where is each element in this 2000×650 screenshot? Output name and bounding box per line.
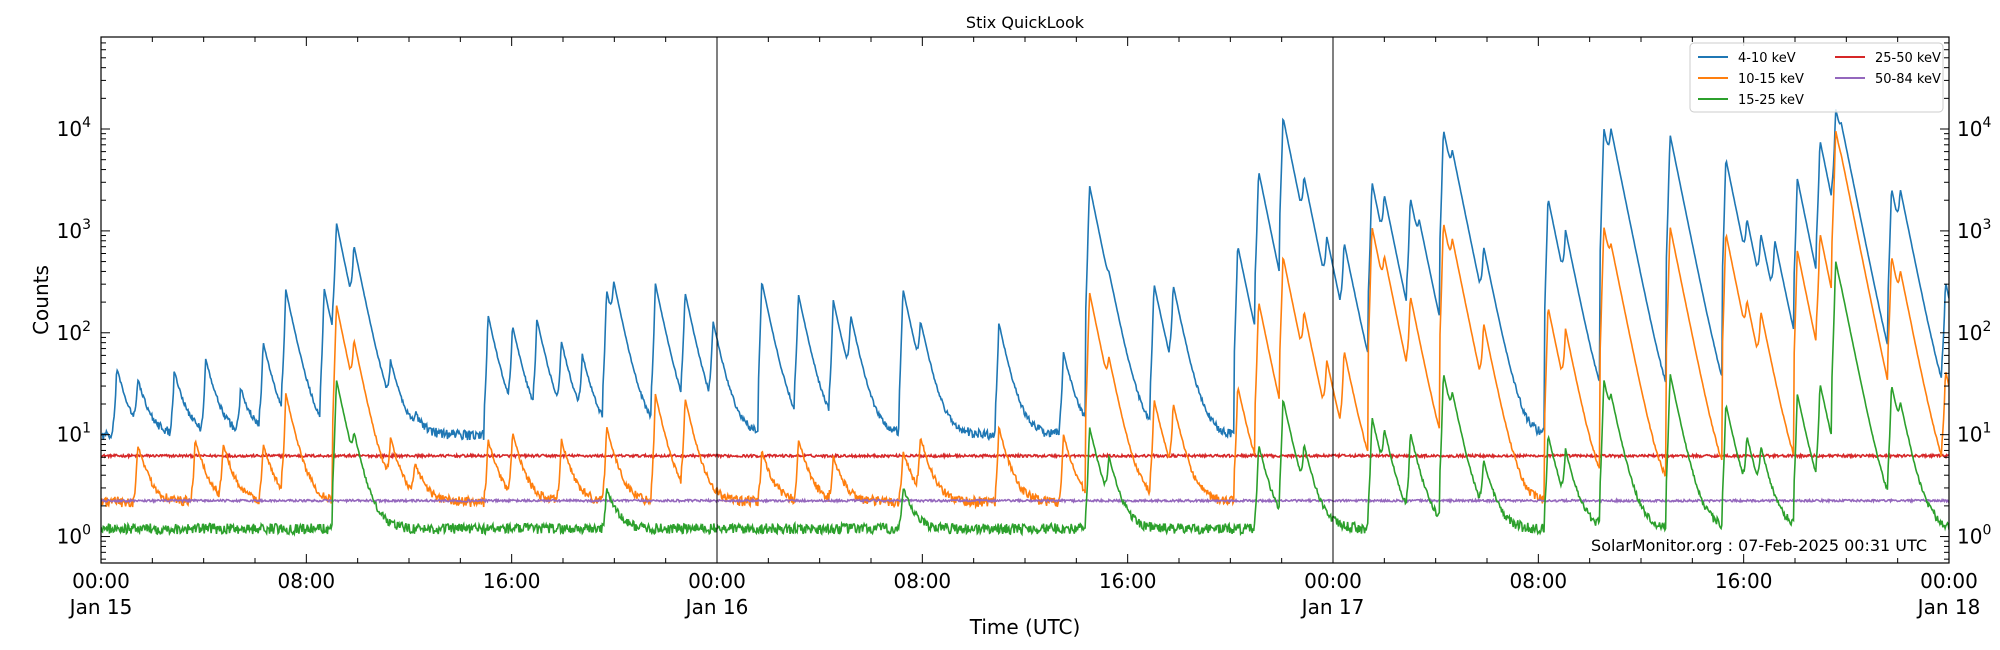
x-tick-label: 16:00 (483, 569, 541, 593)
series-lines (101, 109, 1949, 537)
series-line-50-84-kev (101, 497, 1949, 505)
series-line-4-10-kev (101, 109, 1949, 442)
legend-box (1689, 42, 1944, 113)
x-tick-label: 00:00 (688, 569, 746, 593)
series-line-25-50-kev (101, 451, 1949, 460)
y-tick-label-left: 100 (57, 523, 91, 549)
y-tick-label-right: 101 (1957, 421, 1991, 447)
plot-background (101, 37, 1949, 563)
legend-entry-label: 4-10 keV (1738, 51, 1796, 66)
x-tick-label: 08:00 (1510, 569, 1568, 593)
chart-title: Stix QuickLook (966, 13, 1085, 32)
x-tick-date-label: Jan 17 (1300, 595, 1365, 619)
x-tick-label: 00:00 (1920, 569, 1978, 593)
legend: 4-10 keV 10-15 keV 15-25 keV 25-50 keV 50-84… (1689, 42, 1944, 113)
credit-label: SolarMonitor.org : 07-Feb-2025 00:31 UTC (1591, 536, 1927, 555)
x-tick-label: 08:00 (894, 569, 952, 593)
series-line-15-25-kev (101, 261, 1949, 537)
x-tick-date-label: Jan 15 (68, 595, 133, 619)
plot-area (101, 37, 1949, 563)
legend-entry-label: 50-84 keV (1875, 72, 1941, 87)
x-tick-label: 08:00 (278, 569, 336, 593)
y-tick-label-left: 101 (57, 421, 91, 447)
legend-entry-label: 10-15 keV (1738, 72, 1804, 87)
legend-entry-label: 25-50 keV (1875, 51, 1941, 66)
y-tick-label-right: 103 (1957, 217, 1991, 243)
y-tick-label-right: 104 (1957, 115, 1991, 141)
y-tick-label-left: 103 (57, 217, 91, 243)
x-axis-title: Time (UTC) (969, 615, 1081, 639)
legend-entry-label: 15-25 keV (1738, 93, 1804, 108)
x-tick-label: 16:00 (1099, 569, 1157, 593)
y-axis-title: Counts (29, 265, 53, 335)
y-tick-label-left: 104 (57, 115, 91, 141)
y-tick-label-right: 102 (1957, 319, 1991, 345)
x-tick-label: 00:00 (72, 569, 130, 593)
x-tick-date-label: Jan 16 (684, 595, 749, 619)
x-tick-label: 16:00 (1715, 569, 1773, 593)
series-line-10-15-kev (101, 131, 1949, 510)
x-tick-date-label: Jan 18 (1916, 595, 1981, 619)
x-tick-label: 00:00 (1304, 569, 1362, 593)
y-tick-label-left: 102 (57, 319, 91, 345)
y-tick-label-right: 100 (1957, 523, 1991, 549)
